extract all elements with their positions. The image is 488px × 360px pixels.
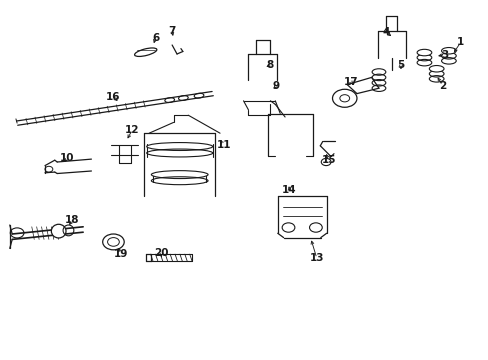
Text: 3: 3: [441, 50, 447, 60]
Ellipse shape: [416, 59, 431, 66]
Text: 13: 13: [309, 253, 324, 264]
Text: 2: 2: [438, 81, 445, 91]
Text: 16: 16: [106, 92, 121, 102]
Text: 6: 6: [152, 33, 159, 43]
Ellipse shape: [51, 224, 66, 238]
Text: 19: 19: [114, 249, 128, 259]
Text: 11: 11: [216, 140, 231, 150]
Text: 18: 18: [65, 215, 80, 225]
Text: 12: 12: [124, 125, 139, 135]
Text: 1: 1: [456, 37, 463, 48]
Text: 17: 17: [343, 77, 358, 87]
Text: 15: 15: [321, 155, 335, 165]
Ellipse shape: [416, 49, 431, 56]
Text: 9: 9: [272, 81, 279, 91]
Text: 5: 5: [397, 60, 404, 70]
Circle shape: [332, 89, 356, 107]
Text: 10: 10: [60, 153, 75, 163]
Ellipse shape: [146, 143, 212, 150]
Text: 8: 8: [266, 60, 273, 70]
Ellipse shape: [151, 171, 208, 179]
Text: 20: 20: [154, 248, 168, 258]
Ellipse shape: [441, 48, 455, 54]
Ellipse shape: [428, 66, 443, 72]
Text: 14: 14: [282, 185, 296, 195]
Ellipse shape: [441, 58, 455, 64]
Circle shape: [102, 234, 124, 250]
Text: 4: 4: [382, 27, 389, 37]
Ellipse shape: [428, 76, 443, 82]
Text: 7: 7: [168, 26, 176, 36]
